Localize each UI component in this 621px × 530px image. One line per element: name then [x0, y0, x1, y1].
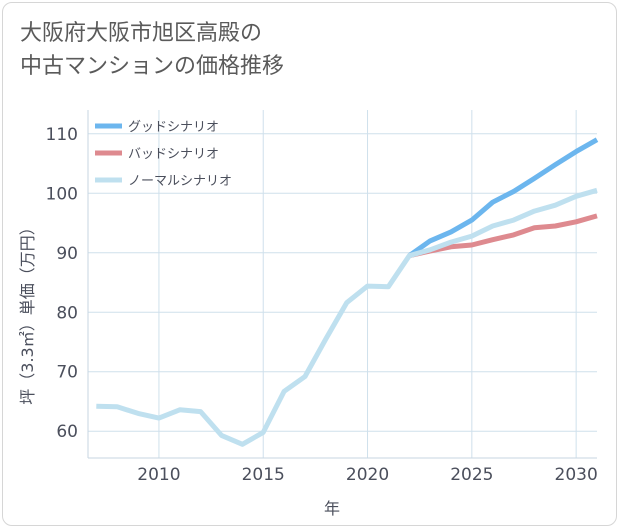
chart-title-line-1: 大阪府大阪市旭区高殿の: [20, 21, 263, 46]
series-line-1: [408, 213, 598, 259]
y-axis-title: 坪（3.3㎡）単価（万円）: [18, 219, 37, 404]
series-line-0: [407, 137, 599, 258]
y-tick-label: 80: [56, 303, 78, 323]
y-tick-label: 90: [56, 244, 78, 264]
x-tick-label: 2010: [137, 465, 180, 485]
grid-lines: [87, 110, 597, 459]
y-tick-label: 100: [46, 184, 78, 204]
axis-tick-labels: 2010 2015 2020 2025 2030 60 70 80 90 100 110: [46, 125, 598, 485]
legend-label-2: ノーマルシナリオ: [128, 174, 232, 189]
y-tick-label: 70: [56, 363, 78, 383]
chart-title: 大阪府大阪市旭区高殿の 中古マンションの価格推移: [20, 17, 284, 83]
chart-title-line-2: 中古マンションの価格推移: [20, 54, 285, 79]
x-tick-label: 2020: [346, 465, 389, 485]
legend-label-1: バッドシナリオ: [128, 147, 219, 162]
series-line-2: [96, 187, 598, 447]
series-lines: [96, 137, 599, 447]
x-axis-title: 年: [324, 499, 340, 518]
x-tick-label: 2015: [242, 465, 285, 485]
legend-label-0: グッドシナリオ: [128, 120, 219, 135]
chart-card: 大阪府大阪市旭区高殿の 中古マンションの価格推移: [2, 2, 617, 526]
x-tick-label: 2025: [450, 465, 493, 485]
y-tick-label: 60: [56, 422, 78, 442]
y-tick-label: 110: [46, 125, 78, 145]
x-tick-label: 2030: [555, 465, 598, 485]
